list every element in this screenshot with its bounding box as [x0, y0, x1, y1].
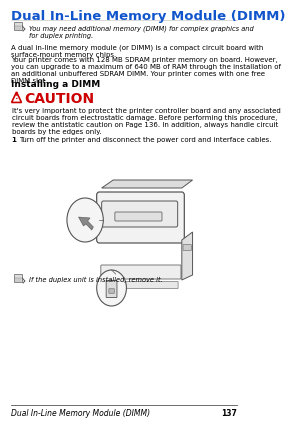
FancyBboxPatch shape	[14, 274, 22, 282]
Text: 137: 137	[221, 409, 237, 418]
FancyBboxPatch shape	[104, 281, 178, 289]
Circle shape	[67, 198, 103, 242]
FancyBboxPatch shape	[106, 280, 117, 297]
FancyBboxPatch shape	[14, 22, 22, 30]
Text: !: !	[15, 92, 18, 101]
Text: CAUTION: CAUTION	[24, 92, 94, 106]
Text: Installing a DIMM: Installing a DIMM	[11, 80, 100, 89]
FancyBboxPatch shape	[101, 265, 181, 279]
Polygon shape	[79, 217, 93, 230]
Text: Dual In-Line Memory Module (DIMM): Dual In-Line Memory Module (DIMM)	[11, 10, 285, 23]
Text: Your printer comes with 128 MB SDRAM printer memory on board. However,
you can u: Your printer comes with 128 MB SDRAM pri…	[11, 57, 281, 84]
Polygon shape	[102, 180, 193, 188]
FancyBboxPatch shape	[97, 192, 184, 243]
Text: You may need additional memory (DIMM) for complex graphics and
for duplex printi: You may need additional memory (DIMM) fo…	[29, 25, 254, 39]
Text: If the duplex unit is installed, remove it.: If the duplex unit is installed, remove …	[29, 277, 163, 283]
FancyBboxPatch shape	[183, 244, 191, 250]
FancyBboxPatch shape	[102, 201, 178, 227]
Text: Turn off the printer and disconnect the power cord and interface cables.: Turn off the printer and disconnect the …	[19, 137, 272, 143]
Text: Dual In-Line Memory Module (DIMM): Dual In-Line Memory Module (DIMM)	[11, 409, 150, 418]
FancyBboxPatch shape	[109, 289, 114, 293]
Polygon shape	[182, 232, 193, 280]
Text: 1: 1	[11, 137, 16, 143]
FancyBboxPatch shape	[115, 212, 162, 221]
Text: A dual in-line memory module (or DIMM) is a compact circuit board with
surface-m: A dual in-line memory module (or DIMM) i…	[11, 44, 263, 57]
Text: It's very important to protect the printer controller board and any associated
c: It's very important to protect the print…	[12, 108, 280, 135]
Circle shape	[97, 270, 126, 306]
